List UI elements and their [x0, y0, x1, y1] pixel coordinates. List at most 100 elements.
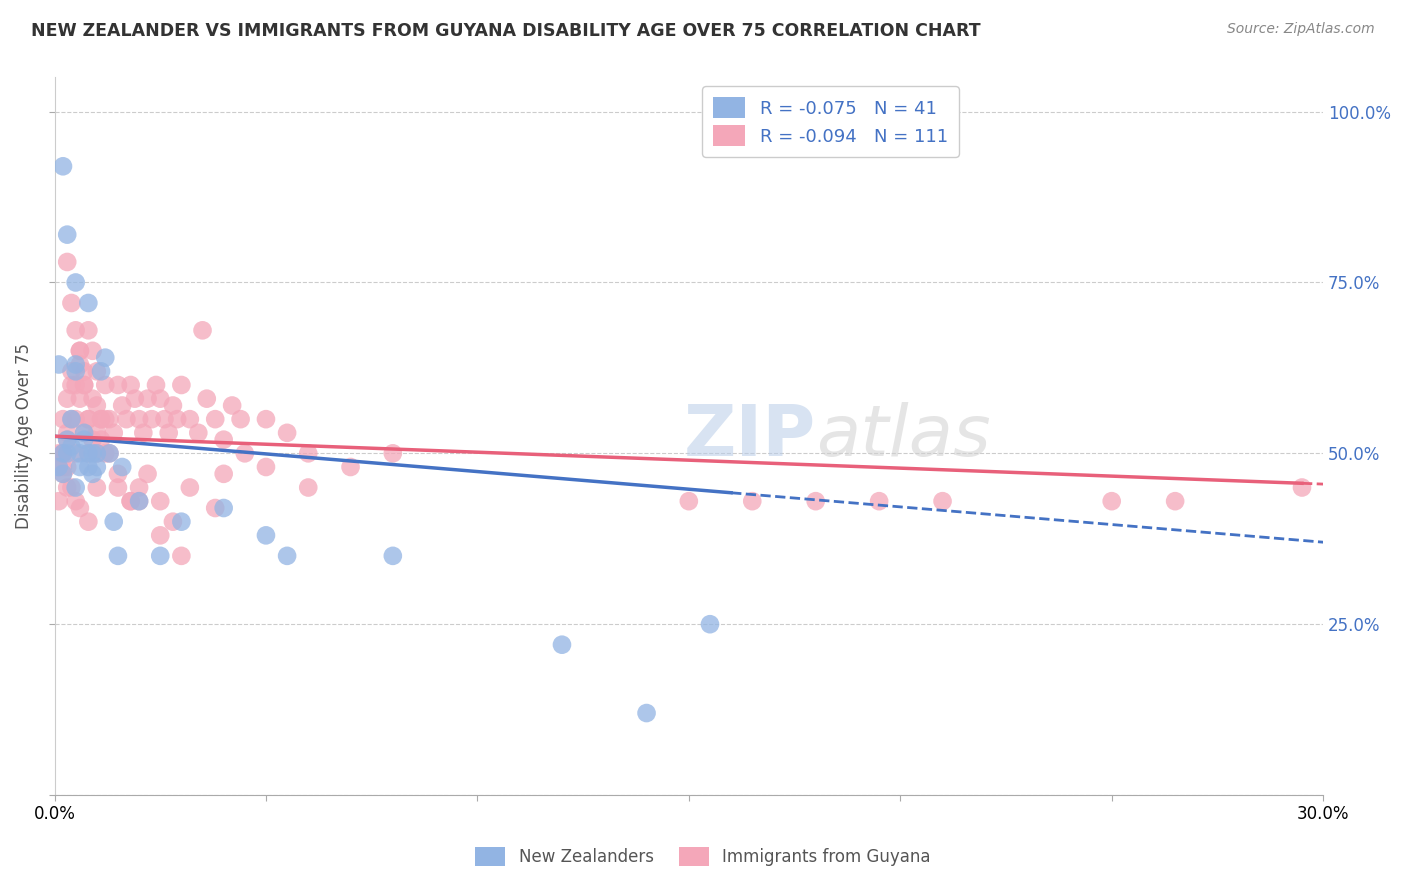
Point — [678, 494, 700, 508]
Point — [48, 446, 70, 460]
Point — [1164, 494, 1187, 508]
Point — [187, 425, 209, 440]
Point — [77, 446, 100, 460]
Point — [276, 549, 298, 563]
Point — [56, 255, 79, 269]
Point — [162, 515, 184, 529]
Point — [65, 364, 87, 378]
Point — [52, 467, 75, 481]
Point — [73, 378, 96, 392]
Point — [157, 425, 180, 440]
Point — [931, 494, 953, 508]
Point — [77, 296, 100, 310]
Point — [141, 412, 163, 426]
Point — [381, 446, 404, 460]
Point — [804, 494, 827, 508]
Point — [149, 549, 172, 563]
Point — [56, 227, 79, 242]
Point — [229, 412, 252, 426]
Point — [60, 364, 83, 378]
Point — [1291, 481, 1313, 495]
Text: atlas: atlas — [815, 401, 990, 471]
Point — [69, 343, 91, 358]
Point — [339, 460, 361, 475]
Point — [128, 412, 150, 426]
Point — [65, 323, 87, 337]
Point — [132, 425, 155, 440]
Point — [56, 433, 79, 447]
Point — [69, 392, 91, 406]
Point — [551, 638, 574, 652]
Point — [94, 351, 117, 365]
Point — [136, 467, 159, 481]
Point — [94, 412, 117, 426]
Point — [69, 358, 91, 372]
Point — [111, 460, 134, 475]
Point — [699, 617, 721, 632]
Point — [82, 392, 104, 406]
Text: Source: ZipAtlas.com: Source: ZipAtlas.com — [1227, 22, 1375, 37]
Point — [69, 501, 91, 516]
Point — [77, 446, 100, 460]
Point — [212, 433, 235, 447]
Point — [60, 296, 83, 310]
Point — [120, 378, 142, 392]
Point — [77, 412, 100, 426]
Point — [86, 446, 108, 460]
Point — [204, 412, 226, 426]
Point — [86, 460, 108, 475]
Point — [254, 528, 277, 542]
Point — [103, 515, 125, 529]
Point — [98, 412, 121, 426]
Point — [56, 433, 79, 447]
Point — [254, 460, 277, 475]
Point — [90, 412, 112, 426]
Point — [149, 392, 172, 406]
Point — [52, 467, 75, 481]
Point — [195, 392, 218, 406]
Point — [77, 460, 100, 475]
Point — [170, 549, 193, 563]
Point — [60, 440, 83, 454]
Point — [98, 446, 121, 460]
Point — [77, 412, 100, 426]
Point — [149, 494, 172, 508]
Point — [86, 399, 108, 413]
Point — [56, 460, 79, 475]
Point — [233, 446, 256, 460]
Point — [65, 446, 87, 460]
Point — [120, 494, 142, 508]
Point — [77, 515, 100, 529]
Point — [73, 433, 96, 447]
Point — [254, 412, 277, 426]
Point — [166, 412, 188, 426]
Point — [107, 549, 129, 563]
Point — [86, 446, 108, 460]
Point — [204, 501, 226, 516]
Point — [56, 392, 79, 406]
Point — [82, 343, 104, 358]
Point — [212, 501, 235, 516]
Point — [149, 528, 172, 542]
Point — [73, 425, 96, 440]
Point — [60, 481, 83, 495]
Point — [56, 425, 79, 440]
Point — [60, 378, 83, 392]
Point — [98, 446, 121, 460]
Point — [56, 481, 79, 495]
Point — [212, 467, 235, 481]
Text: NEW ZEALANDER VS IMMIGRANTS FROM GUYANA DISABILITY AGE OVER 75 CORRELATION CHART: NEW ZEALANDER VS IMMIGRANTS FROM GUYANA … — [31, 22, 980, 40]
Point — [170, 515, 193, 529]
Legend: R = -0.075   N = 41, R = -0.094   N = 111: R = -0.075 N = 41, R = -0.094 N = 111 — [702, 87, 959, 157]
Point — [111, 399, 134, 413]
Point — [120, 494, 142, 508]
Point — [65, 494, 87, 508]
Point — [56, 446, 79, 460]
Point — [90, 433, 112, 447]
Point — [65, 358, 87, 372]
Point — [82, 446, 104, 460]
Point — [636, 706, 658, 720]
Legend: New Zealanders, Immigrants from Guyana: New Zealanders, Immigrants from Guyana — [468, 840, 938, 873]
Point — [69, 460, 91, 475]
Point — [52, 460, 75, 475]
